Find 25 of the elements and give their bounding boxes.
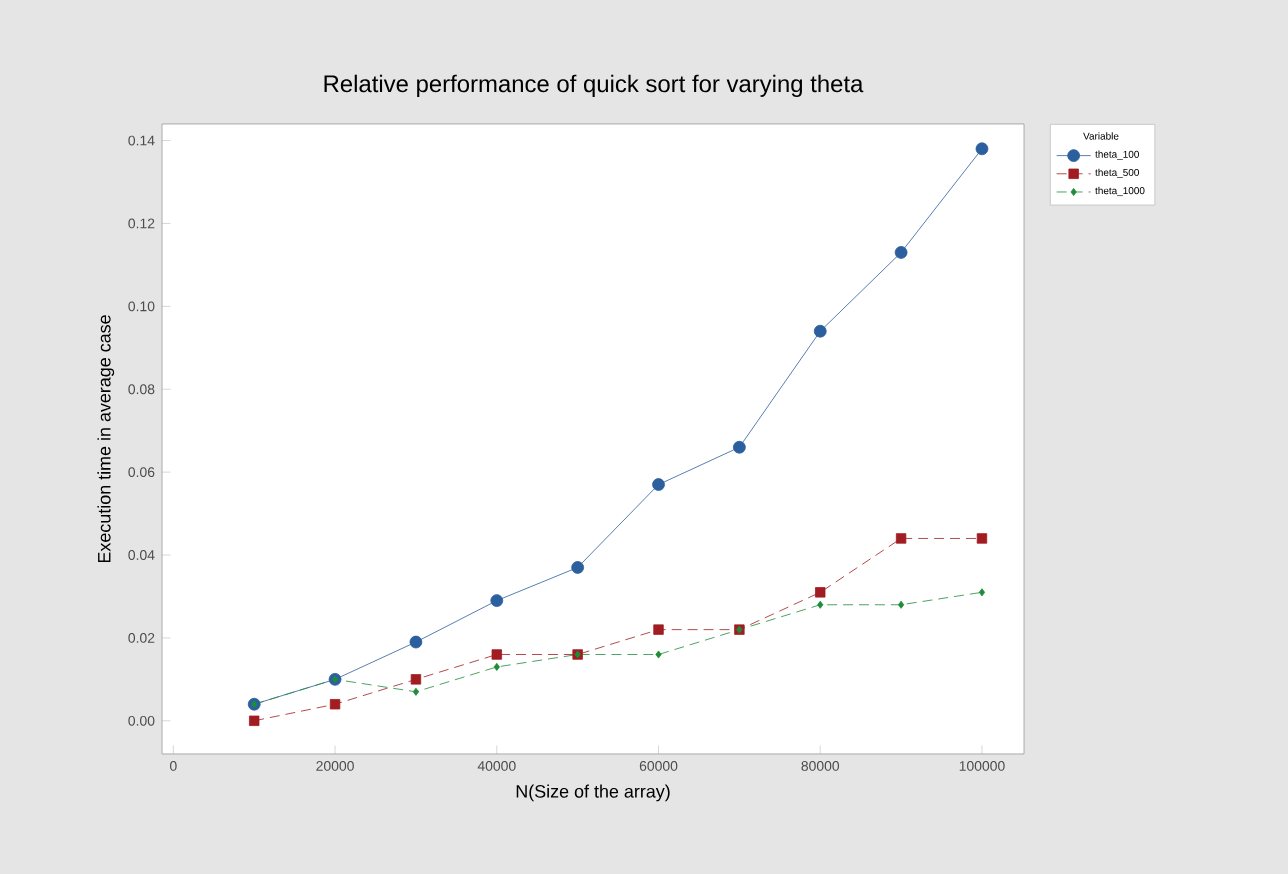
- point: [490, 594, 504, 607]
- point: [817, 600, 824, 609]
- x-axis-title: N(Size of the array): [516, 784, 670, 802]
- point: [412, 687, 420, 696]
- point: [410, 674, 422, 685]
- point: [491, 649, 502, 660]
- point: [571, 561, 585, 574]
- point: [493, 662, 500, 671]
- y-axis-title: Execution time in average case: [97, 315, 115, 563]
- point: [815, 587, 826, 598]
- point: [329, 699, 341, 710]
- point: [898, 600, 905, 609]
- point: [655, 650, 662, 659]
- point: [976, 533, 988, 544]
- point: [733, 440, 746, 454]
- point: [813, 324, 827, 338]
- chart-title: Relative performance of quick sort for varying theta: [324, 74, 864, 97]
- point: [975, 142, 989, 156]
- point: [249, 715, 260, 726]
- point: [895, 533, 907, 544]
- point: [978, 588, 986, 597]
- point: [894, 246, 908, 259]
- point: [409, 635, 423, 649]
- point: [653, 624, 664, 635]
- point: [652, 478, 665, 491]
